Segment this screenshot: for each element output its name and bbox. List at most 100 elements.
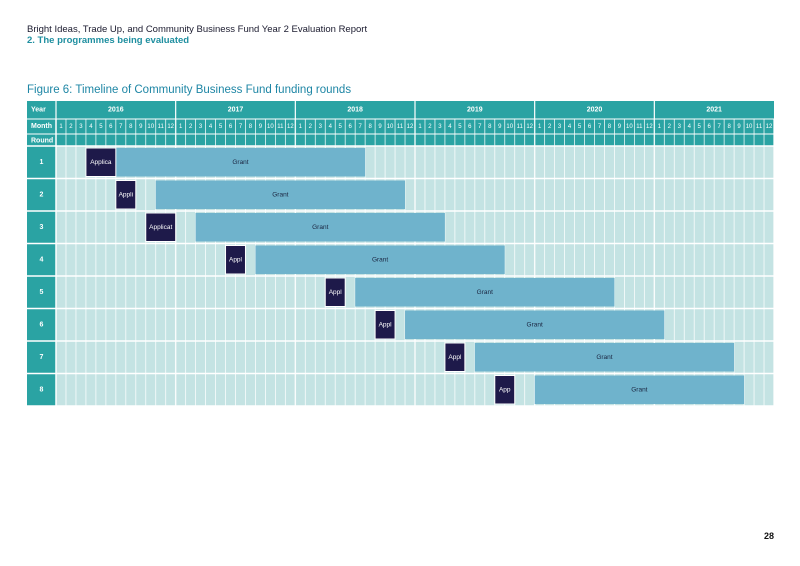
month-label: 7	[358, 124, 362, 130]
month-label: 1	[538, 124, 542, 130]
month-label: 6	[588, 124, 592, 130]
year-label: 2016	[108, 107, 124, 114]
month-label: 8	[249, 124, 253, 130]
month-label: 12	[646, 124, 653, 130]
month-label: 2	[69, 124, 73, 130]
month-label: 10	[147, 124, 154, 130]
month-label: 8	[368, 124, 372, 130]
application-bar	[494, 375, 516, 405]
month-label: 1	[658, 124, 662, 130]
month-label: 3	[558, 124, 562, 130]
month-label: 2	[189, 124, 193, 130]
month-label: 5	[99, 124, 103, 130]
grant-bar	[255, 245, 505, 274]
month-label: 5	[698, 124, 702, 130]
month-label: 6	[349, 124, 353, 130]
month-label: 2	[548, 124, 552, 130]
month-label: 1	[299, 124, 303, 130]
month-label: 9	[378, 124, 382, 130]
year-label: 2021	[706, 107, 722, 114]
month-label: 5	[219, 124, 223, 130]
application-bar	[85, 147, 117, 177]
month-label: 12	[407, 124, 414, 130]
month-label: 11	[636, 124, 643, 130]
month-label: 12	[287, 124, 294, 130]
application-bar	[324, 277, 346, 307]
round-header-label: Round	[31, 138, 53, 145]
application-bar-label: Appl	[448, 354, 462, 361]
month-label: 9	[737, 124, 741, 130]
month-label: 4	[89, 124, 93, 130]
month-label: 6	[229, 124, 233, 130]
month-label: 6	[468, 124, 472, 130]
month-label: 4	[209, 124, 213, 130]
month-label: 8	[727, 124, 731, 130]
round-label: 6	[40, 321, 44, 328]
month-label: 11	[277, 124, 284, 130]
grant-bar-label: Grant	[596, 354, 612, 361]
month-label: 11	[158, 124, 165, 130]
round-label: 1	[40, 159, 44, 166]
month-label: 9	[259, 124, 263, 130]
grant-bar	[355, 278, 615, 307]
month-header-label: Month	[31, 123, 52, 130]
month-label: 1	[59, 124, 63, 130]
month-label: 7	[478, 124, 482, 130]
grant-bar	[474, 343, 735, 372]
application-bar	[225, 245, 246, 275]
month-label: 9	[618, 124, 622, 130]
grant-bar-label: Grant	[272, 191, 288, 198]
grant-bar	[115, 148, 366, 177]
month-label: 7	[598, 124, 602, 130]
month-label: 12	[167, 124, 174, 130]
month-label: 3	[678, 124, 682, 130]
month-label: 1	[418, 124, 422, 130]
application-bar-label: Applica	[90, 159, 112, 166]
grant-bar-label: Grant	[312, 224, 328, 231]
month-label: 6	[708, 124, 712, 130]
year-label: 2019	[467, 107, 483, 114]
round-label: 2	[40, 191, 44, 198]
month-label: 10	[267, 124, 274, 130]
month-label: 11	[756, 124, 763, 130]
application-bar	[115, 180, 137, 210]
month-label: 8	[129, 124, 133, 130]
round-label: 4	[40, 256, 44, 263]
month-label: 10	[387, 124, 394, 130]
figure-title: Figure 6: Timeline of Community Business…	[27, 84, 352, 96]
month-label: 1	[179, 124, 183, 130]
month-label: 6	[109, 124, 113, 130]
grant-bar-label: Grant	[232, 159, 248, 166]
grant-bar-label: Grant	[372, 256, 388, 263]
month-label: 10	[626, 124, 633, 130]
application-bar-label: Appl	[329, 289, 343, 296]
month-label: 10	[506, 124, 513, 130]
month-label: 5	[339, 124, 343, 130]
grant-bar-label: Grant	[631, 386, 647, 393]
page-number: 28	[763, 531, 774, 541]
month-label: 7	[717, 124, 721, 130]
grant-bar-label: Grant	[527, 321, 543, 328]
application-bar	[145, 212, 177, 242]
application-bar-label: App	[499, 386, 511, 393]
month-label: 12	[526, 124, 533, 130]
month-label: 8	[488, 124, 492, 130]
month-label: 11	[397, 124, 404, 130]
round-label: 8	[40, 386, 44, 393]
month-label: 4	[688, 124, 692, 130]
month-label: 10	[746, 124, 753, 130]
month-label: 4	[329, 124, 333, 130]
month-label: 3	[79, 124, 83, 130]
month-label: 9	[139, 124, 143, 130]
section-heading: 2. The programmes being evaluated	[27, 35, 190, 46]
grant-bar-label: Grant	[477, 289, 493, 296]
round-label: 7	[40, 354, 44, 361]
round-label: 5	[40, 289, 44, 296]
month-label: 11	[517, 124, 524, 130]
month-label: 4	[448, 124, 452, 130]
year-header-label: Year	[31, 107, 46, 114]
grant-bar	[534, 375, 745, 404]
month-label: 3	[438, 124, 442, 130]
header-band	[27, 101, 774, 146]
